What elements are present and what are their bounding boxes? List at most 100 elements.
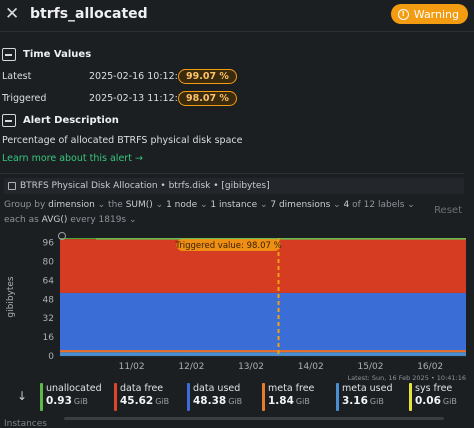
y-tick-label: 80 [43,258,55,268]
legend-name: sys free [415,383,453,394]
group-by-part-1[interactable]: dimension [48,200,95,210]
group-by-part-5[interactable]: 1 node [166,200,198,210]
allocation-chart[interactable]: 0 16 32 48 64 80 96 gibibytes 11/02 12/02 13/02 14/… [0,175,474,385]
legend-item-data-used[interactable]: data used 48.38 GiB [187,381,242,415]
series-band-meta-used [60,352,466,356]
reset-button[interactable]: Reset [434,205,462,216]
y-tick-label: 16 [43,333,55,343]
group-by-part-0: Group by [4,200,49,210]
legend-value: 0.06 [415,395,441,407]
learn-more-link[interactable]: Learn more about this alert → [2,153,143,164]
chart-annotations: Triggered value: 98.07 % Latest: Sun, 16 … [58,232,466,382]
alert-description-heading: Alert Description [2,114,119,127]
y-tick-label: 32 [43,314,54,324]
close-icon[interactable]: ✕ [5,4,20,24]
legend-item-data-free[interactable]: data free 45.62 GiB [114,381,169,415]
y-tick-label: 64 [43,276,55,286]
triggered-label: Triggered [2,93,47,104]
time-values-icon [2,48,16,61]
chart-context-bar: BTRFS Physical Disk Allocation • btrfs.d… [4,178,464,194]
aggregation-part-0: each as [4,215,42,225]
legend-unit: GiB [369,397,384,406]
legend-name: meta used [342,383,393,394]
legend-name: unallocated [46,383,102,394]
legend-unit: GiB [442,397,457,406]
triggered-date: 2025-02-13 11:12:33 [89,93,190,104]
y-tick-label: 96 [43,239,55,249]
unallocated-edge [95,238,466,240]
legend-color-swatch [114,383,117,411]
legend-name: data used [193,383,241,394]
y-tick-label: 0 [48,352,54,362]
y-tick-label: 48 [43,295,55,305]
warning-status-badge: ! Warning [390,4,468,24]
legend-item-unallocated[interactable]: unallocated 0.93 GiB [40,381,102,415]
description-icon [2,114,16,127]
y-axis-label: gibibytes [6,276,16,318]
x-tick-label: 15/02 [358,362,384,372]
legend-unit: GiB [295,397,310,406]
x-tick-label: 11/02 [119,362,145,372]
triggered-value-badge: 98.07 % [178,91,237,106]
alert-description-text: Percentage of allocated BTRFS physical d… [2,135,243,146]
latest-label: Latest [2,71,32,82]
legend-name: meta free [268,383,315,394]
x-tick-label: 13/02 [238,362,264,372]
group-by-part-7[interactable]: 1 instance [210,200,258,210]
legend-item-sys-free[interactable]: sys free 0.06 GiB [409,381,457,415]
legend-color-swatch [336,383,339,411]
group-by-part-12: of 12 labels ⌄ [349,200,415,210]
legend-unit: GiB [155,397,170,406]
series-band-meta-free [60,350,466,353]
aggregation-controls[interactable]: each as AVG() every 1819s ⌄ [4,213,464,228]
legend-name: data free [120,383,164,394]
aggregation-part-2: every 1819s ⌄ [67,215,137,225]
trigger-label-background [176,239,281,251]
legend-value: 3.16 [342,395,368,407]
latest-value-badge: 99.07 % [178,69,237,84]
aggregation-part-1[interactable]: AVG() [41,215,68,225]
chart-context-icon [8,182,16,190]
chart-areas [60,238,466,356]
legend-value: 45.62 [120,395,154,407]
x-tick-label: 12/02 [178,362,204,372]
group-by-part-9[interactable]: 7 dimensions [270,200,331,210]
legend-unit: GiB [228,397,243,406]
arrow-down-icon[interactable]: ↓ [17,389,28,403]
legend-color-swatch [187,383,190,411]
series-band-data-used [60,292,466,351]
alert-description-title: Alert Description [23,115,119,126]
legend-value: 1.84 [268,395,294,407]
status-label: Warning [413,7,459,21]
x-tick-label: 16/02 [417,362,443,372]
legend-color-swatch [409,383,412,411]
group-by-part-2: ⌄ the [94,200,126,210]
alert-bell-icon: ! [397,8,409,20]
group-by-controls[interactable]: Group by dimension ⌄ the SUM() ⌄ 1 node … [4,198,464,213]
group-by-part-3[interactable]: SUM() [125,200,153,210]
legend-value: 0.93 [46,395,72,407]
group-by-part-8: ⌄ [257,200,271,210]
time-values-heading: Time Values [2,48,91,61]
legend-unit: GiB [73,397,88,406]
chart-info-icon [58,232,66,240]
x-tick-label: 14/02 [298,362,324,372]
legend-color-swatch [40,383,43,411]
alert-title: btrfs_allocated [30,6,148,22]
group-by-part-11[interactable]: 4 [343,200,350,210]
latest-timestamp: Latest: Sun, 16 Feb 2025 • 10:41:16 [348,374,466,382]
chart-controls[interactable]: Group by dimension ⌄ the SUM() ⌄ 1 node … [4,198,464,228]
time-values-title: Time Values [23,49,92,60]
group-by-part-6: ⌄ [197,200,211,210]
group-by-part-10: ⌄ [330,200,344,210]
group-by-part-4: ⌄ [152,200,167,210]
legend-item-meta-used[interactable]: meta used 3.16 GiB [336,381,393,415]
chart-context-title: BTRFS Physical Disk Allocation • btrfs.d… [20,181,270,191]
legend-scrollbar[interactable] [64,417,444,420]
trigger-label: Triggered value: 98.07 % [174,241,281,251]
chart-card: BTRFS Physical Disk Allocation • btrfs.d… [0,173,464,418]
legend-value: 48.38 [193,395,227,407]
latest-date: 2025-02-16 10:12:05 [89,71,190,82]
legend-item-meta-free[interactable]: meta free 1.84 GiB [262,381,314,415]
alert-header: ✕ btrfs_allocated ! Warning [0,0,474,32]
